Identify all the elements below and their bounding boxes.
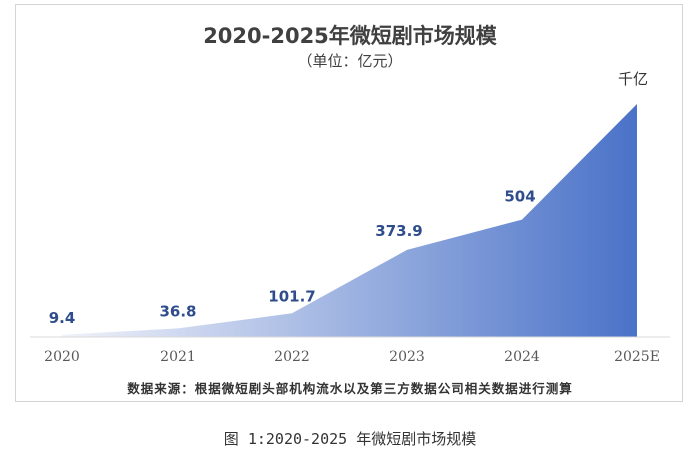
data-label-2024: 504 bbox=[504, 188, 535, 206]
figure-caption: 图 1:2020-2025 年微短剧市场规模 bbox=[223, 430, 477, 448]
source-note: 数据来源：根据微短剧头部机构流水以及第三方数据公司相关数据进行测算 bbox=[127, 381, 573, 396]
x-tick-label-2022: 2022 bbox=[274, 349, 310, 365]
x-tick-label-2020: 2020 bbox=[44, 349, 80, 365]
x-tick-label-2025E: 2025E bbox=[614, 349, 660, 365]
data-label-2025E: 千亿 bbox=[618, 70, 648, 88]
data-label-2023: 373.9 bbox=[375, 222, 422, 240]
x-tick-label-2021: 2021 bbox=[160, 349, 196, 365]
data-label-2022: 101.7 bbox=[268, 287, 315, 305]
chart-subtitle: （单位：亿元） bbox=[297, 52, 403, 70]
data-label-2020: 9.4 bbox=[49, 309, 76, 327]
x-tick-label-2024: 2024 bbox=[504, 349, 540, 365]
chart-title: 2020-2025年微短剧市场规模 bbox=[203, 24, 497, 48]
area-series bbox=[62, 104, 637, 337]
data-label-2021: 36.8 bbox=[159, 302, 196, 320]
x-tick-label-2023: 2023 bbox=[389, 349, 425, 365]
